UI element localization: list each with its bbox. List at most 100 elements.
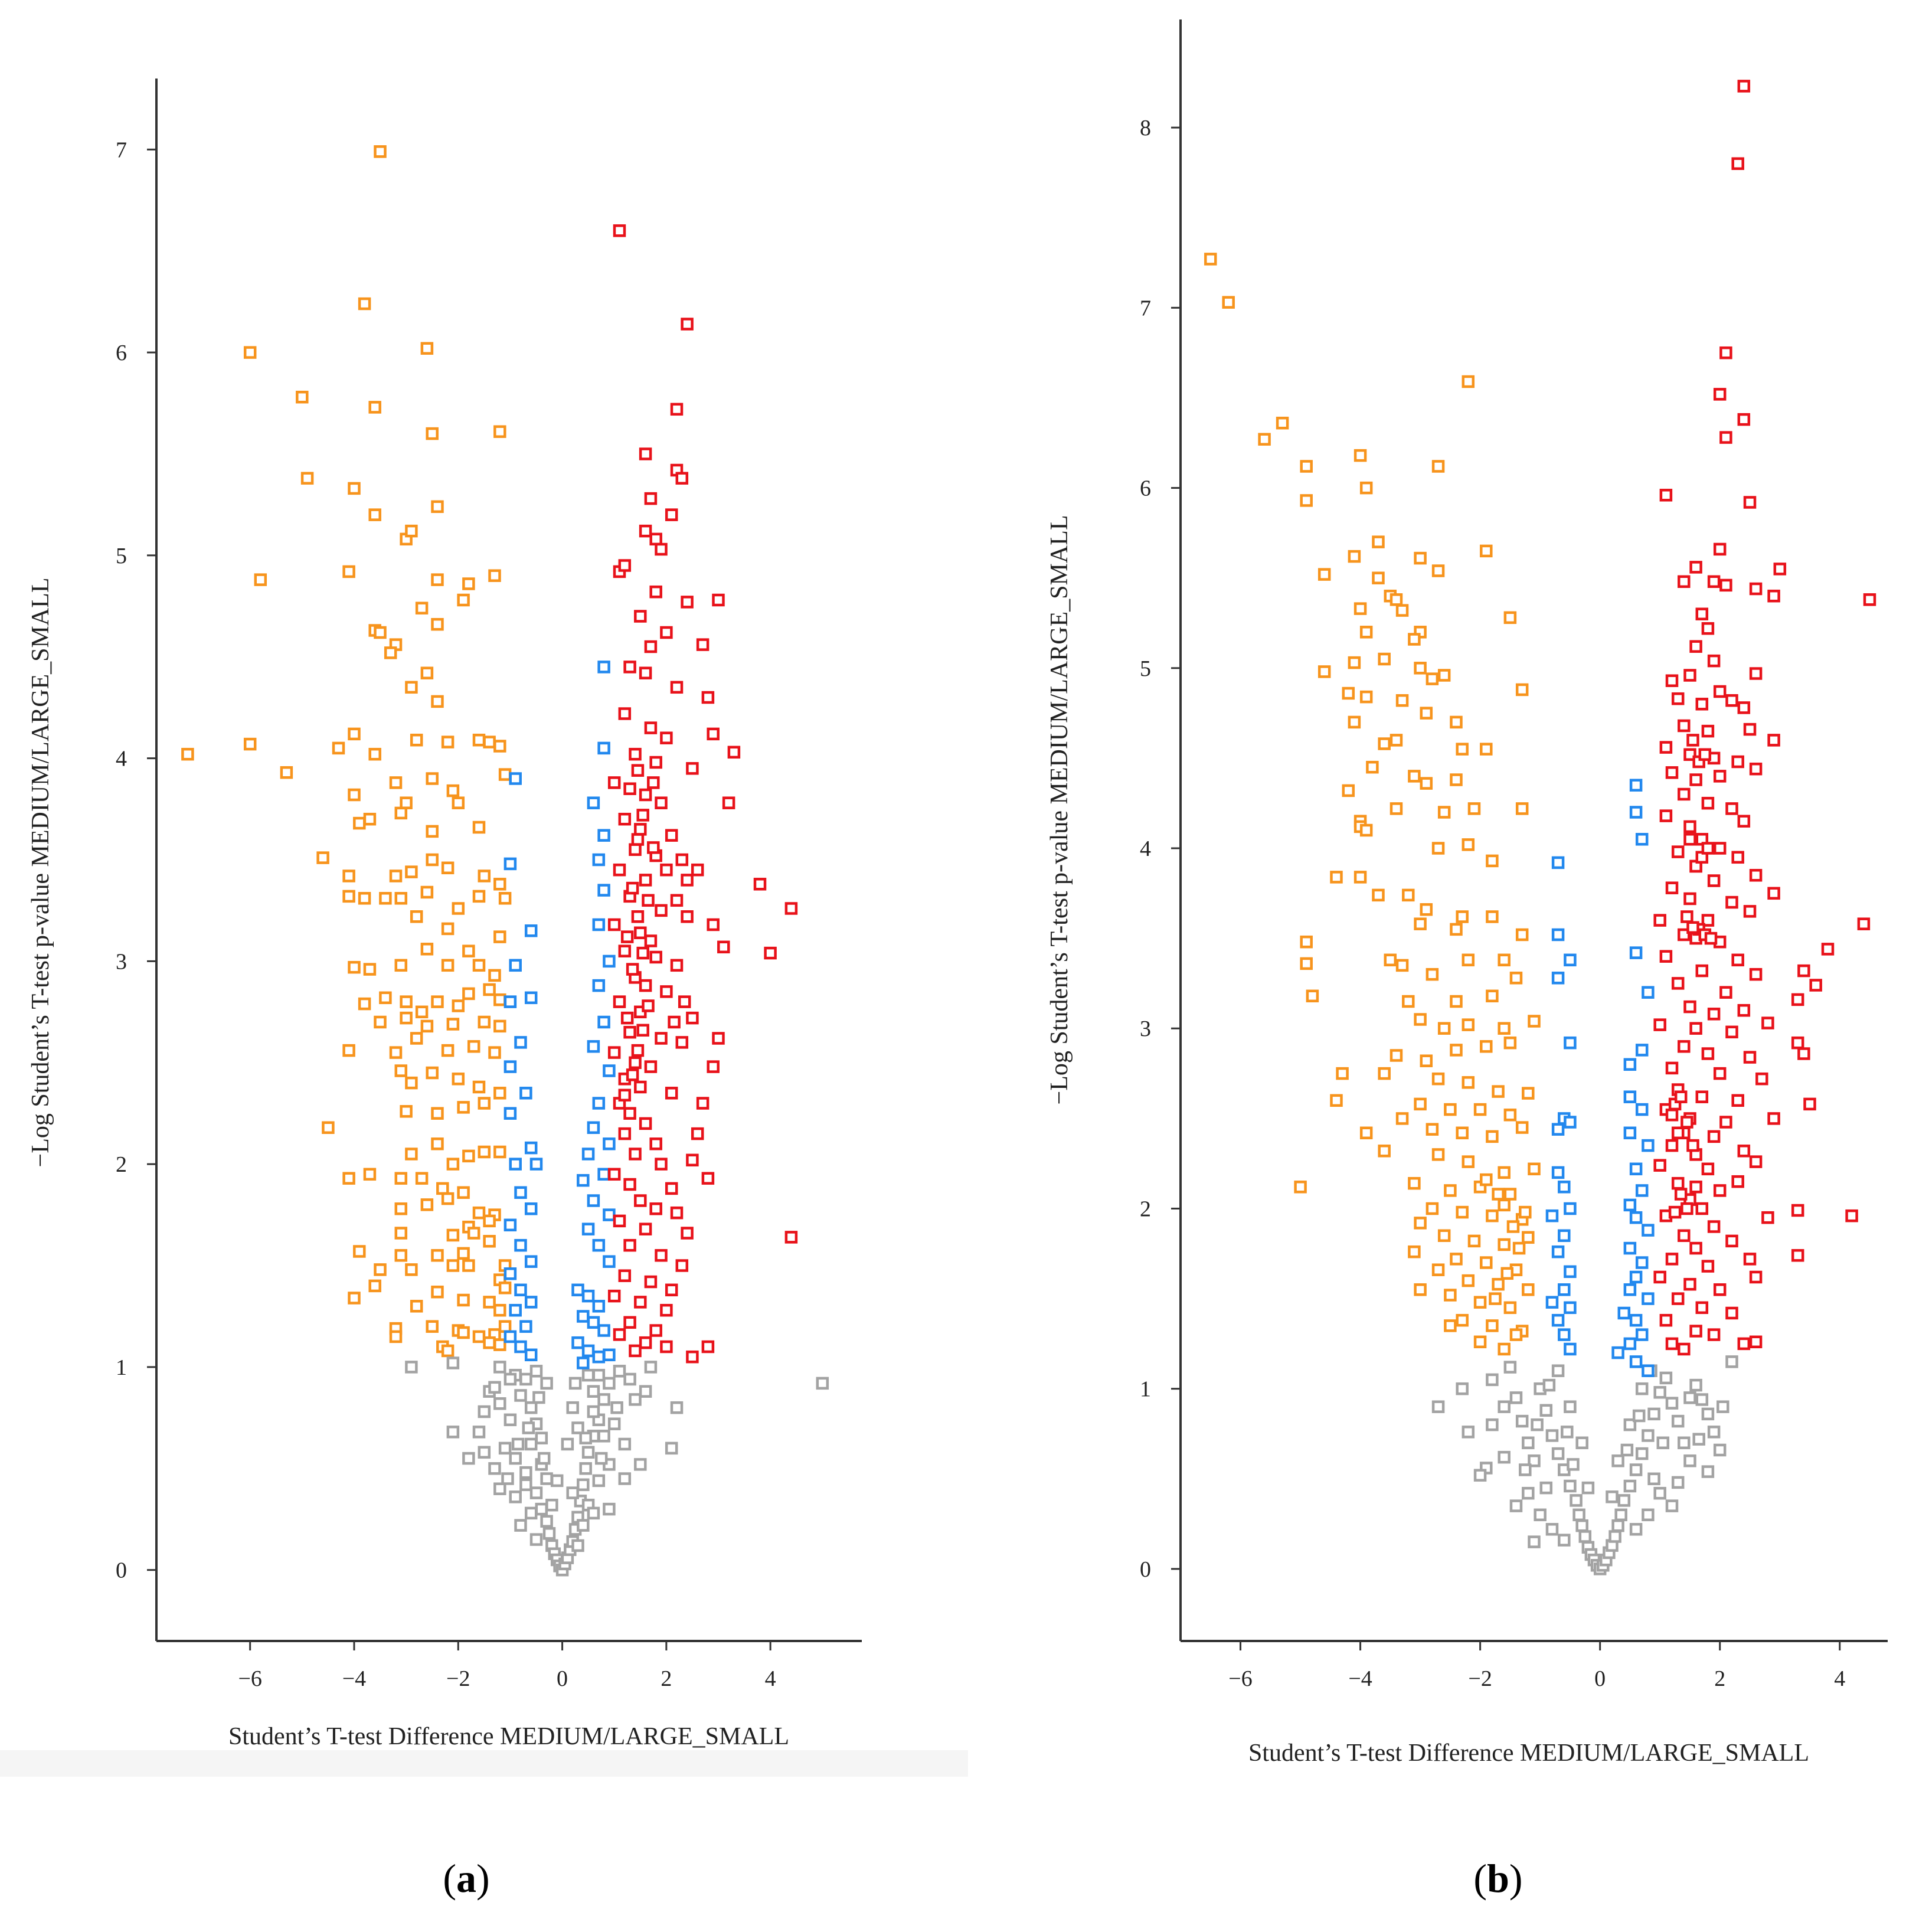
panel-b-red-point: [1665, 674, 1679, 687]
panel-b-red-point: [1678, 1342, 1691, 1356]
panel-b-red-point: [1689, 1325, 1702, 1338]
panel-b-grey-point: [1519, 1463, 1532, 1476]
panel-b-orange-point: [1408, 1245, 1421, 1258]
panel-a-grey-point: [579, 1431, 592, 1444]
panel-b-orange-point: [1473, 1103, 1487, 1116]
panel-a-x-tick-label: −2: [446, 1666, 470, 1691]
panel-a-blue-point: [577, 1356, 590, 1369]
panel-a-orange-point: [452, 999, 465, 1012]
panel-a-red-point: [660, 626, 673, 639]
panel-a-orange-point: [368, 508, 381, 521]
panel-b-orange-point: [1522, 1283, 1535, 1296]
panel-b-red-point: [1671, 1176, 1685, 1190]
panel-b-orange-point: [1462, 1155, 1475, 1168]
panel-a-orange-point: [462, 577, 475, 590]
panel-b-y-tick-label: 1: [1140, 1377, 1151, 1402]
panel-a-orange-point: [342, 869, 355, 882]
panel-a-blue-point: [519, 1320, 532, 1333]
panel-a-red-point: [686, 1153, 699, 1167]
panel-a-red-point: [681, 1227, 694, 1240]
panel-a-orange-point: [467, 1227, 480, 1240]
panel-b-x-tick-label: −4: [1348, 1666, 1372, 1691]
panel-b-grey-point: [1678, 1436, 1691, 1450]
panel-a-red-point: [675, 1259, 689, 1272]
panel-a-orange-point: [457, 1186, 470, 1199]
panel-b-red-point: [1701, 796, 1715, 810]
panel-b-grey-point: [1665, 1499, 1679, 1512]
panel-a-red-point: [696, 638, 710, 651]
panel-a-orange-point: [243, 346, 257, 359]
panel-b-orange-point: [1486, 910, 1499, 923]
panel-b-label: (b): [1473, 1856, 1522, 1901]
panel-b-orange-point: [1359, 626, 1373, 639]
panel-b-blue-point: [1642, 1139, 1655, 1152]
panel-b-grey-point: [1683, 1454, 1696, 1467]
panel-a-red-point: [636, 946, 649, 960]
panel-a-blue-point: [514, 1036, 527, 1049]
panel-a-red-point: [623, 1238, 636, 1252]
panel-b-grey-point: [1647, 1407, 1660, 1421]
panel-a-grey-point: [597, 1393, 610, 1406]
panel-a-orange-point: [441, 1044, 455, 1057]
panel-a-orange-point: [348, 1292, 361, 1305]
panel-b-blue-point: [1629, 1211, 1643, 1224]
panel-b-orange-point: [1498, 1342, 1510, 1356]
panel-b-red-point: [1767, 1112, 1780, 1125]
panel-b-orange-point: [1330, 871, 1343, 884]
panel-b-red-point: [1737, 701, 1751, 714]
panel-b-red-point: [1668, 1205, 1682, 1219]
panel-b-orange-point: [1384, 953, 1397, 967]
panel-b-grey-point: [1635, 1447, 1649, 1460]
panel-a-orange-point: [478, 1097, 491, 1110]
panel-b-red-point: [1707, 874, 1721, 887]
panel-b-red-point: [1659, 1313, 1673, 1327]
panel-b-red-point: [1737, 413, 1751, 426]
panel-b-orange-point: [1509, 972, 1523, 985]
panel-a-orange-point: [483, 1235, 496, 1248]
panel-a-red-point: [634, 1194, 647, 1207]
panel-b-blue-point: [1635, 1184, 1649, 1197]
panel-b-red-point: [1678, 1040, 1691, 1053]
panel-b-blue-point: [1551, 972, 1565, 985]
panel-b-red-point: [1743, 905, 1757, 918]
panel-a-red-point: [712, 593, 725, 607]
panel-a-blue-point: [503, 1060, 517, 1073]
panel-b-grey-point: [1620, 1443, 1634, 1457]
panel-b-grey-point: [1635, 1382, 1649, 1395]
panel-a-orange-point: [300, 472, 314, 485]
panel-b-grey-point: [1689, 1378, 1702, 1392]
panel-b-orange-point: [1437, 669, 1451, 682]
panel-a-red-point: [618, 1127, 632, 1140]
panel-b-orange-point: [1420, 777, 1433, 790]
panel-a-grey-point: [535, 1431, 548, 1444]
panel-b-orange-point: [1348, 715, 1361, 729]
panel-b-orange-point: [1414, 917, 1427, 930]
panel-b-orange-point: [1437, 806, 1451, 819]
panel-b-red-point: [1737, 815, 1751, 828]
panel-b-blue-point: [1629, 1313, 1643, 1327]
panel-b-grey-point: [1551, 1364, 1565, 1377]
panel-a-blue-point: [592, 979, 606, 992]
panel-a-red-point: [707, 918, 720, 931]
panel-a-grey-point: [550, 1474, 564, 1488]
panel-b-red-point: [1797, 964, 1810, 978]
panel-b-orange-point: [1450, 995, 1463, 1008]
panel-b-y-tick-label: 5: [1140, 656, 1151, 681]
panel-a-blue-point: [603, 1137, 616, 1150]
panel-a-red-point: [623, 661, 636, 674]
panel-b-orange-point: [1456, 910, 1469, 923]
panel-a-blue-point: [597, 741, 610, 755]
panel-b-red-point: [1791, 993, 1804, 1006]
panel-b-orange-point: [1389, 734, 1403, 747]
panel-b-red-point: [1725, 694, 1738, 707]
panel-b-grey-point: [1515, 1414, 1529, 1428]
panel-a-orange-point: [420, 1019, 434, 1033]
panel-a-orange-point: [394, 1227, 408, 1240]
panel-a-orange-point: [472, 959, 486, 972]
panel-a-blue-point: [597, 1168, 610, 1181]
panel-b-red-point: [1678, 575, 1691, 589]
panel-a-grey-point: [509, 1490, 522, 1503]
panel-a-blue-point: [597, 1015, 610, 1029]
panel-a-orange-point: [405, 1148, 418, 1160]
